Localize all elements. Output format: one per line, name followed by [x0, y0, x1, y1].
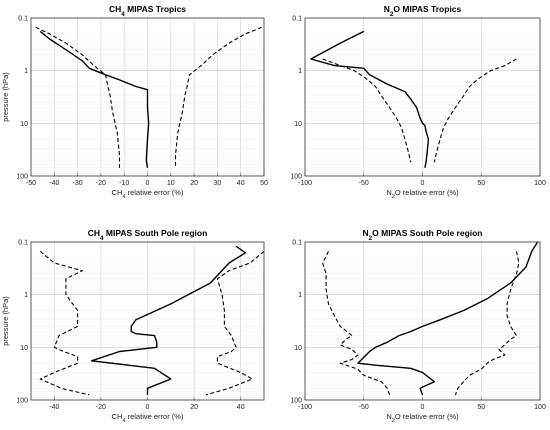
x-tick-label: 0: [146, 180, 150, 187]
y-tick-label: 10: [294, 121, 302, 128]
series-mean-line: [357, 241, 539, 396]
x-tick-label: 20: [190, 180, 198, 187]
chart-title: CH4 MIPAS Tropics: [109, 4, 186, 18]
series-mean-line: [310, 30, 430, 168]
y-tick-label: 0.1: [292, 240, 302, 247]
x-tick-label: 0: [421, 180, 425, 187]
y-tick-label: 1: [24, 292, 28, 299]
series-dashed-line-1: [322, 251, 391, 396]
x-tick-label: 40: [237, 404, 245, 411]
y-axis-label: pressure (hPa): [1, 72, 10, 122]
x-tick-label: -50: [359, 404, 369, 411]
y-tick-label: 0.1: [292, 16, 302, 23]
x-tick-label: 20: [190, 404, 198, 411]
y-tick-label: 0.1: [18, 240, 28, 247]
y-tick-label: 100: [16, 398, 28, 405]
x-tick-label: -100: [298, 404, 312, 411]
chart-title: N2O MIPAS South Pole region: [362, 228, 482, 242]
x-tick-label: 40: [237, 180, 245, 187]
y-tick-label: 10: [294, 345, 302, 352]
x-tick-label: -20: [96, 180, 106, 187]
series-dashed-line-1: [39, 250, 90, 396]
y-tick-label: 1: [298, 68, 302, 75]
x-tick-label: 100: [534, 180, 546, 187]
y-tick-label: 0.1: [18, 16, 28, 23]
x-tick-label: 50: [477, 180, 485, 187]
series-dashed-line-2: [433, 58, 517, 163]
y-tick-label: 10: [20, 345, 28, 352]
series-dashed-line-2: [454, 251, 520, 396]
panel-n2o-south-pole: -100 -50 0 50 100 0.1 1 10 100 N2O MIPAS South Po…: [290, 228, 546, 424]
chart-title: CH4 MIPAS South Pole region: [88, 228, 208, 242]
x-tick-label: -40: [49, 404, 59, 411]
x-tick-label: 50: [260, 180, 268, 187]
series-dashed-line-2: [205, 250, 265, 396]
x-tick-label: -50: [359, 180, 369, 187]
panel-n2o-tropics: -100 -50 0 50 100 0.1 1 10 100 N2O MIPAS Tropics N…: [290, 4, 546, 200]
panel-ch4-tropics: -50 -40 -30 -20 -10 0 10 20 30 40 50 0.1 1 10 100 CH4 M…: [1, 4, 268, 200]
x-axis-label: CH4 relative error (%): [112, 412, 184, 424]
x-tick-label: -20: [96, 404, 106, 411]
series-mean-line: [39, 30, 150, 168]
x-tick-label: 0: [146, 404, 150, 411]
series-dashed-line-1: [322, 58, 412, 163]
x-axis-label: CH4 relative error (%): [112, 188, 184, 200]
x-tick-label: -50: [26, 180, 36, 187]
series-dashed-line-2: [174, 26, 262, 168]
x-tick-label: 10: [167, 180, 175, 187]
grid: [305, 242, 540, 400]
x-tick-label: -30: [73, 180, 83, 187]
y-axis-label: pressure (hPa): [1, 296, 10, 346]
x-tick-label: 100: [534, 404, 546, 411]
y-tick-label: 10: [20, 121, 28, 128]
series-mean-line: [90, 245, 247, 395]
x-tick-label: -100: [298, 180, 312, 187]
y-tick-label: 1: [298, 292, 302, 299]
x-tick-label: 50: [477, 404, 485, 411]
panel-ch4-south-pole: -40 -20 0 20 40 0.1 1 10 100 CH4 MIPAS South Pole…: [1, 228, 265, 424]
x-axis-label: N2O relative error (%): [386, 188, 459, 200]
x-tick-label: -10: [119, 180, 129, 187]
x-axis-label: N2O relative error (%): [386, 412, 459, 424]
x-tick-label: -40: [49, 180, 59, 187]
y-tick-label: 100: [16, 174, 28, 181]
x-tick-label: 30: [214, 180, 222, 187]
x-tick-label: 0: [421, 404, 425, 411]
y-tick-label: 100: [290, 174, 302, 181]
chart-title: N2O MIPAS Tropics: [384, 4, 462, 18]
y-tick-label: 100: [290, 398, 302, 405]
y-tick-label: 1: [24, 68, 28, 75]
